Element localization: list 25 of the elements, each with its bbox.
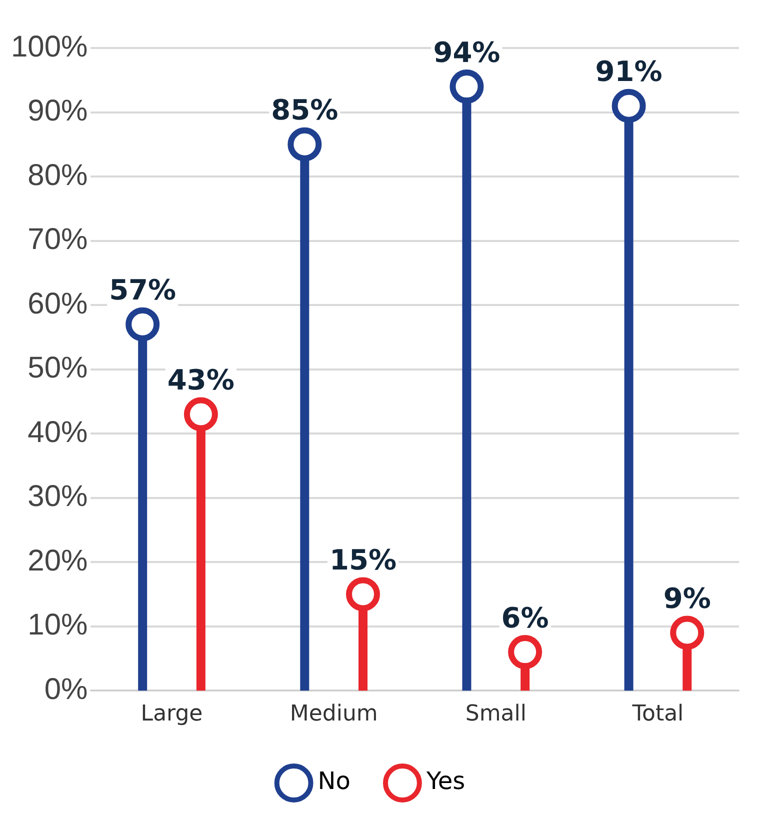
y-tick-label: 10% (28, 608, 88, 642)
data-label: 9% (663, 582, 711, 616)
y-tick-label: 30% (28, 480, 88, 514)
legend-label: Yes (425, 767, 466, 796)
x-tick-label: Total (631, 702, 684, 727)
data-label: 85% (271, 94, 338, 127)
x-tick-label: Small (465, 702, 526, 727)
y-tick-label: 70% (28, 223, 88, 256)
y-tick-label: 40% (28, 416, 88, 449)
y-tick-label: 50% (28, 352, 88, 385)
data-label: 57% (109, 274, 176, 307)
data-label: 91% (595, 55, 662, 88)
data-label: 15% (329, 543, 397, 576)
y-tick-label: 90% (28, 94, 88, 128)
data-label: 94% (433, 36, 500, 69)
x-tick-label: Medium (290, 702, 378, 727)
data-label: 6% (501, 601, 549, 634)
x-tick-label: Large (140, 702, 203, 727)
y-tick-label: 100% (10, 30, 88, 64)
y-tick-label: 60% (28, 287, 88, 320)
y-tick-label: 0% (44, 672, 88, 706)
legend-label: No (318, 767, 350, 796)
data-label: 43% (167, 364, 234, 397)
y-tick-label: 80% (28, 158, 88, 192)
y-tick-label: 20% (28, 544, 88, 578)
